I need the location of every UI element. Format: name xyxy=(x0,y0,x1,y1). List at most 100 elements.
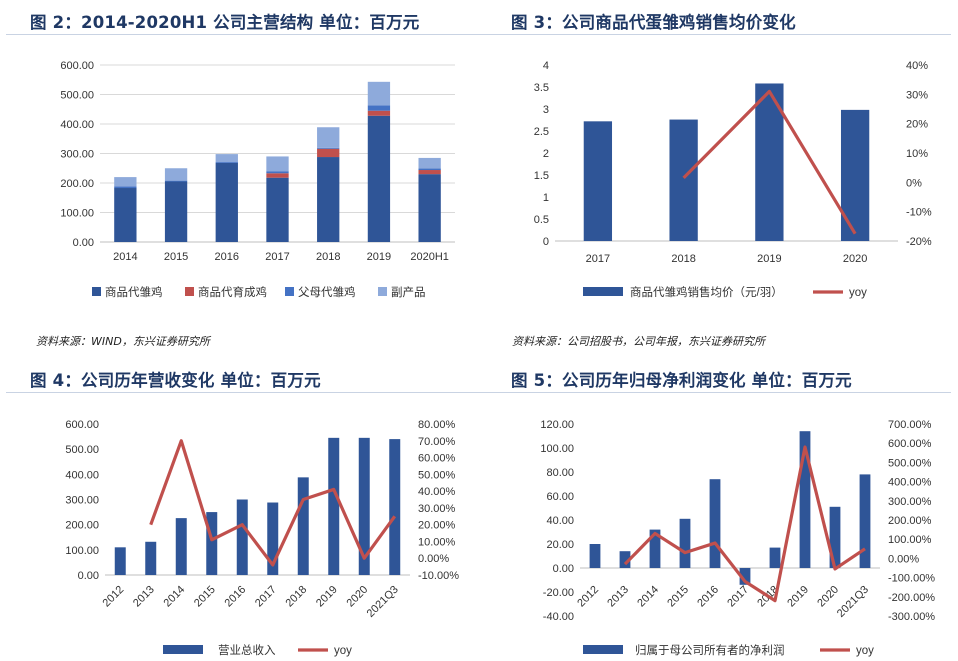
top-divider xyxy=(6,34,951,35)
bar-segment xyxy=(114,177,137,187)
bar xyxy=(739,568,751,585)
bar-segment xyxy=(114,186,137,189)
x-tick-label: 2021Q3 xyxy=(365,584,401,620)
y2-tick-label: -100.00% xyxy=(888,573,935,585)
bar-segment xyxy=(367,81,391,106)
bar-segment xyxy=(418,170,441,175)
legend-label-line: yoy xyxy=(856,645,874,657)
bar xyxy=(358,437,370,575)
y-tick-label: 60.00 xyxy=(546,491,574,503)
bar-segment xyxy=(164,168,188,181)
bar xyxy=(175,518,187,575)
bar xyxy=(669,119,698,241)
y-tick-label: 0.00 xyxy=(553,563,574,575)
y2-tick-label: 400.00% xyxy=(888,477,932,489)
legend-label: 父母代雏鸡 xyxy=(298,285,356,299)
y2-tick-label: 20% xyxy=(906,119,928,131)
figure-2-source: 资料来源：WIND，东兴证券研究所 xyxy=(36,335,210,348)
bar-segment xyxy=(114,188,137,242)
legend-label-line: yoy xyxy=(334,645,352,657)
y2-tick-label: 30.00% xyxy=(418,503,456,515)
y2-tick-label: -300.00% xyxy=(888,611,935,623)
bar-segment xyxy=(367,115,391,242)
x-tick-label: 2020 xyxy=(843,253,867,265)
y-tick-label: 200.00 xyxy=(60,178,94,190)
x-tick-label: 2014 xyxy=(113,251,137,263)
y-tick-label: 600.00 xyxy=(65,419,99,431)
bar-segment xyxy=(266,173,289,178)
y-tick-label: 0 xyxy=(543,236,549,248)
x-tick-label: 2019 xyxy=(314,584,340,610)
y-tick-label: 120.00 xyxy=(540,419,574,431)
figure-2-title: 图 2：2014-2020H1 公司主营结构 单位：百万元 xyxy=(30,13,420,32)
y-tick-label: 80.00 xyxy=(546,467,574,479)
chart-chick-average-price: 0 0.5 1 1.5 2 2.5 3 3.5 4 -20% -10% 0% 10% 20% 30% 40% 2… xyxy=(534,60,932,299)
y2-tick-label: 300.00% xyxy=(888,496,932,508)
figure-4-title: 图 4：公司历年营收变化 单位：百万元 xyxy=(30,371,321,390)
y-tick-label: 0.00 xyxy=(78,570,99,582)
legend-label: 商品代育成鸡 xyxy=(198,285,267,299)
bar-segment xyxy=(367,110,391,116)
x-tick-label: 2018 xyxy=(284,584,310,610)
y2-tick-label: 500.00% xyxy=(888,457,932,469)
legend-label-line: yoy xyxy=(849,287,867,299)
legend-swatch xyxy=(378,287,387,296)
bar-segment xyxy=(164,180,188,182)
y-tick-label: 500.00 xyxy=(60,90,94,102)
x-tick-label: 2020 xyxy=(815,584,841,610)
bar-segment xyxy=(418,168,441,171)
chart-main-business-structure: 0.00 100.00 200.00 300.00 400.00 500.00 600.00… xyxy=(60,60,455,299)
chart-net-profit: -40.00 -20.00 0.00 20.00 40.00 60.00 80.00 100.… xyxy=(540,419,935,657)
bar-segment xyxy=(317,157,340,242)
legend-swatch-bar xyxy=(583,645,623,654)
x-tick-label: 2019 xyxy=(757,253,781,265)
x-tick-label: 2013 xyxy=(131,584,157,610)
bar xyxy=(583,121,613,241)
chart-revenue: 0.00 100.00 200.00 300.00 400.00 500.00 600.00… xyxy=(65,419,459,657)
bar-segment xyxy=(317,148,340,158)
y2-tick-label: 50.00% xyxy=(418,469,456,481)
y2-tick-label: 0.00% xyxy=(418,553,449,565)
bar xyxy=(297,477,309,575)
bar xyxy=(389,439,401,575)
bar-segment xyxy=(164,181,188,242)
bar xyxy=(769,547,781,568)
y2-tick-label: 10.00% xyxy=(418,536,456,548)
x-tick-label: 2020 xyxy=(345,584,371,610)
y2-tick-label: 0.00% xyxy=(888,553,919,565)
bar-segment xyxy=(367,105,391,111)
x-tick-label: 2012 xyxy=(101,584,127,610)
bar xyxy=(206,512,218,575)
y-tick-label: 400.00 xyxy=(60,119,94,131)
legend-swatch xyxy=(285,287,294,296)
x-tick-label: 2017 xyxy=(725,584,751,610)
y-tick-label: 3.5 xyxy=(534,82,549,94)
bar xyxy=(114,547,126,575)
y2-tick-label: 80.00% xyxy=(418,419,456,431)
y2-tick-label: 10% xyxy=(906,148,928,160)
y2-tick-label: 40% xyxy=(906,60,928,72)
x-tick-label: 2016 xyxy=(223,584,249,610)
bar xyxy=(328,437,340,575)
yoy-line xyxy=(682,89,857,235)
legend-label-bar: 商品代雏鸡销售均价（元/羽） xyxy=(630,285,783,299)
x-tick-label: 2014 xyxy=(635,584,661,610)
y2-tick-label: 70.00% xyxy=(418,436,456,448)
bar-segment xyxy=(418,174,441,242)
yoy-line xyxy=(623,445,866,603)
legend-label-bar: 归属于母公司所有者的净利润 xyxy=(635,643,785,657)
x-tick-label: 2020H1 xyxy=(410,251,449,263)
legend-label: 副产品 xyxy=(391,285,426,299)
bar xyxy=(829,506,841,568)
bar xyxy=(709,479,721,568)
x-tick-label: 2014 xyxy=(162,584,188,610)
y-tick-label: 0.5 xyxy=(534,214,549,226)
legend-label: 商品代雏鸡 xyxy=(105,285,163,299)
legend-label-bar: 营业总收入 xyxy=(218,643,276,657)
x-tick-label: 2016 xyxy=(695,584,721,610)
bar xyxy=(236,499,248,575)
bar-segment xyxy=(215,162,238,242)
legend-swatch xyxy=(185,287,194,296)
figure-5-title: 图 5：公司历年归母净利润变化 单位：百万元 xyxy=(511,371,852,390)
y2-tick-label: 40.00% xyxy=(418,486,456,498)
